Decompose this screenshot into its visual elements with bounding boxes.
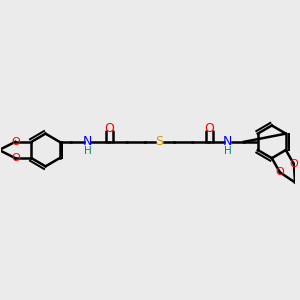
Text: H: H [84, 146, 91, 156]
Text: O: O [205, 122, 214, 135]
Text: O: O [290, 159, 298, 169]
Text: O: O [275, 167, 284, 177]
Text: H: H [224, 146, 232, 156]
Text: O: O [11, 137, 20, 147]
Text: N: N [223, 135, 232, 148]
Text: O: O [11, 153, 20, 163]
Text: S: S [155, 135, 164, 148]
Text: N: N [83, 135, 92, 148]
Text: O: O [105, 122, 114, 135]
